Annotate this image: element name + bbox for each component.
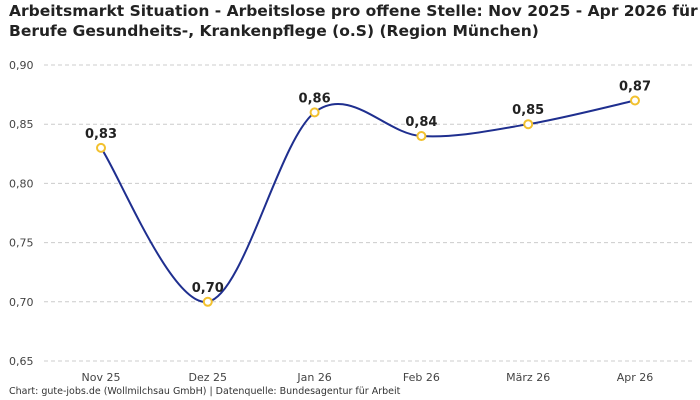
data-label: 0,85 bbox=[512, 103, 544, 118]
data-labels: 0,83 0,70 0,86 0,84 0,85 0,87 bbox=[85, 80, 651, 296]
data-label: 0,83 bbox=[85, 127, 117, 142]
data-points bbox=[96, 95, 640, 307]
data-label: 0,70 bbox=[192, 281, 224, 296]
y-tick-label: 0,90 bbox=[9, 59, 34, 72]
x-tick-label: März 26 bbox=[506, 371, 550, 384]
y-tick-label: 0,75 bbox=[9, 237, 34, 250]
data-label: 0,84 bbox=[405, 115, 437, 130]
data-point bbox=[630, 95, 640, 106]
chart-caption: Chart: gute-jobs.de (Wollmilchsau GmbH) … bbox=[9, 386, 401, 397]
y-tick-label: 0,65 bbox=[9, 355, 34, 368]
data-point bbox=[416, 131, 427, 142]
series-line bbox=[100, 99, 636, 303]
x-tick-label: Jan 26 bbox=[296, 371, 331, 384]
data-label: 0,86 bbox=[299, 91, 331, 106]
x-tick-label: Apr 26 bbox=[617, 371, 654, 384]
chart-title-line-1: Arbeitsmarkt Situation - Arbeitslose pro… bbox=[9, 2, 698, 20]
y-tick-label: 0,80 bbox=[9, 177, 34, 190]
x-tick-label: Nov 25 bbox=[82, 371, 121, 384]
y-axis: 0,65 0,70 0,75 0,80 0,85 0,90 bbox=[9, 59, 34, 368]
chart-title-line-2: Berufe Gesundheits-, Krankenpflege (o.S)… bbox=[9, 22, 539, 40]
x-tick-label: Dez 25 bbox=[189, 371, 228, 384]
data-label: 0,87 bbox=[619, 80, 651, 95]
chart-title: Arbeitsmarkt Situation - Arbeitslose pro… bbox=[9, 1, 698, 41]
x-axis: Nov 25 Dez 25 Jan 26 Feb 26 März 26 Apr 26 bbox=[82, 371, 654, 384]
x-tick-label: Feb 26 bbox=[403, 371, 440, 384]
y-tick-label: 0,70 bbox=[9, 296, 34, 309]
data-point bbox=[96, 142, 106, 153]
data-point bbox=[523, 119, 534, 130]
data-point bbox=[309, 107, 320, 118]
data-point bbox=[202, 296, 213, 307]
y-tick-label: 0,85 bbox=[9, 118, 34, 131]
